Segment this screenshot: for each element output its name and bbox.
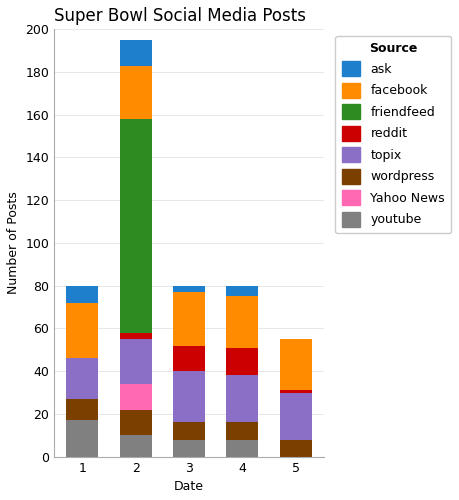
Bar — [226, 296, 257, 348]
Bar — [173, 422, 205, 440]
Bar — [67, 399, 98, 420]
Bar — [173, 292, 205, 346]
X-axis label: Date: Date — [174, 480, 204, 493]
Legend: ask, facebook, friendfeed, reddit, topix, wordpress, Yahoo News, youtube: ask, facebook, friendfeed, reddit, topix… — [335, 36, 450, 233]
Bar — [119, 436, 151, 456]
Bar — [226, 376, 257, 422]
Bar — [226, 440, 257, 456]
Bar — [226, 286, 257, 296]
Bar — [173, 371, 205, 422]
Bar — [119, 339, 151, 384]
Bar — [67, 358, 98, 399]
Bar — [119, 66, 151, 119]
Bar — [279, 390, 311, 392]
Bar — [279, 440, 311, 456]
Bar — [119, 119, 151, 332]
Bar — [173, 440, 205, 456]
Bar — [173, 286, 205, 292]
Bar — [173, 346, 205, 371]
Bar — [226, 422, 257, 440]
Bar — [119, 332, 151, 339]
Bar — [279, 392, 311, 440]
Y-axis label: Number of Posts: Number of Posts — [7, 192, 20, 294]
Bar — [119, 410, 151, 436]
Bar — [119, 40, 151, 66]
Bar — [279, 339, 311, 390]
Text: Super Bowl Social Media Posts: Super Bowl Social Media Posts — [54, 7, 306, 25]
Bar — [226, 348, 257, 376]
Bar — [67, 420, 98, 456]
Bar — [119, 384, 151, 409]
Bar — [67, 303, 98, 358]
Bar — [67, 286, 98, 303]
